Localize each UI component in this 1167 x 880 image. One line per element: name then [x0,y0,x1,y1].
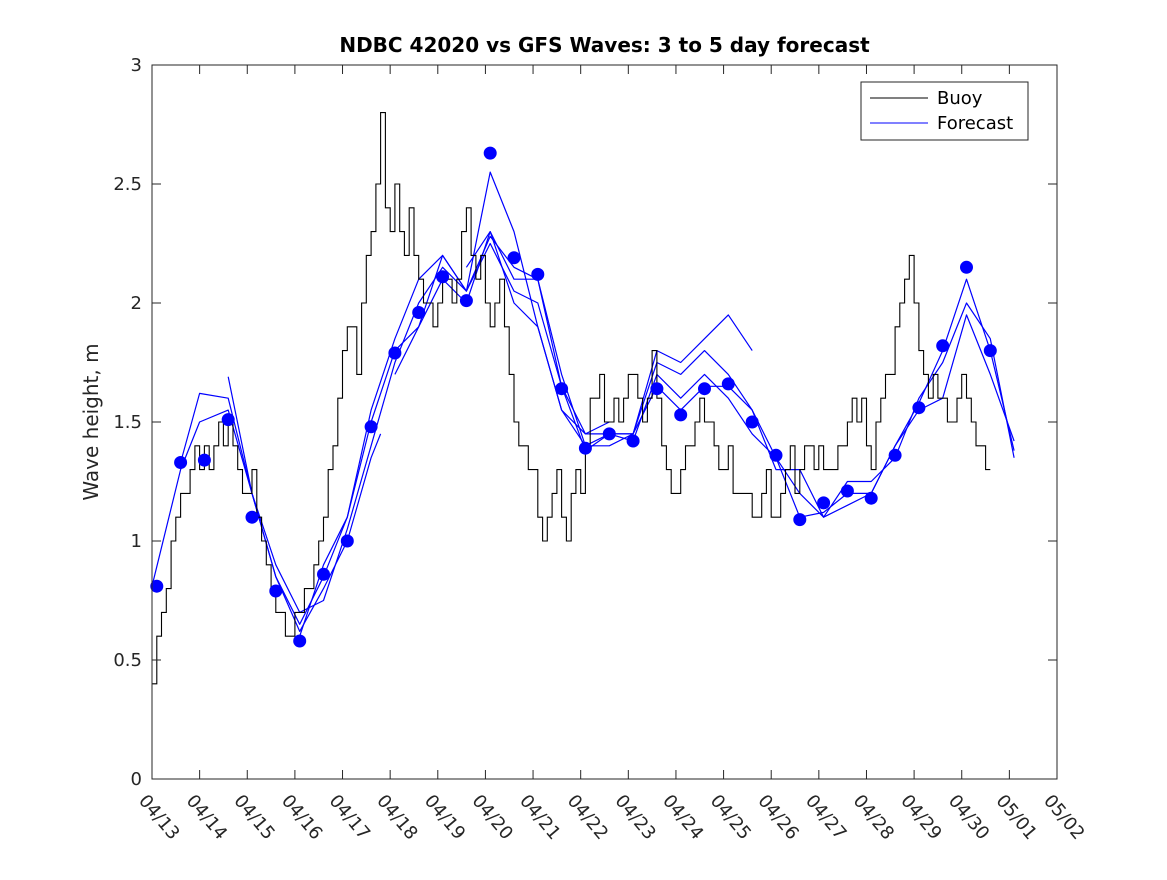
buoy-line [152,112,991,685]
forecast-point [745,415,759,429]
chart-title: NDBC 42020 vs GFS Waves: 3 to 5 day fore… [339,33,870,57]
forecast-point [459,294,473,308]
forecast-point [507,251,521,265]
forecast-point [293,634,307,648]
legend-forecast-label: Forecast [937,113,1013,134]
y-tick-label: 1.5 [113,412,142,433]
forecast-point [245,510,259,524]
forecast-point [269,584,283,598]
y-tick-label: 0 [131,769,142,790]
forecast-point [436,270,450,284]
legend-buoy-label: Buoy [937,88,983,109]
y-tick-label: 2 [131,293,142,314]
forecast-point [150,579,164,593]
forecast-point [650,382,664,396]
forecast-point [912,401,926,415]
forecast-point [983,344,997,358]
forecast-point [817,496,831,510]
forecast-point [840,484,854,498]
forecast-point [936,339,950,353]
forecast-point [197,453,211,467]
forecast-point [721,377,735,391]
forecast-point [174,456,188,469]
forecast-point [626,434,640,448]
y-axis-label: Wave height, m [79,343,103,500]
y-tick-label: 3 [131,55,142,76]
forecast-point [888,448,902,462]
forecast-point [698,382,711,396]
y-tick-label: 2.5 [113,174,142,195]
forecast-point [412,306,426,319]
y-tick-label: 0.5 [113,650,142,671]
forecast-line [394,235,1015,518]
y-tick-label: 1 [131,531,142,552]
forecast-point [388,346,402,360]
forecast-points-layer [150,146,997,648]
forecast-point [674,408,688,422]
forecast-point [960,260,973,274]
forecast-point [864,491,878,505]
forecast-point [769,448,783,462]
legend: Buoy Forecast [860,81,1029,141]
legend-box [860,81,1029,141]
forecast-point [555,382,569,396]
forecast-point [578,441,592,455]
forecast-line [227,171,753,625]
forecast-point [364,420,378,434]
forecast-point [221,413,235,427]
forecast-point [483,146,497,160]
forecast-point [531,267,545,281]
forecast-point [793,513,807,527]
forecast-point [340,534,354,548]
forecast-point [317,567,330,581]
forecast-point [602,427,616,441]
